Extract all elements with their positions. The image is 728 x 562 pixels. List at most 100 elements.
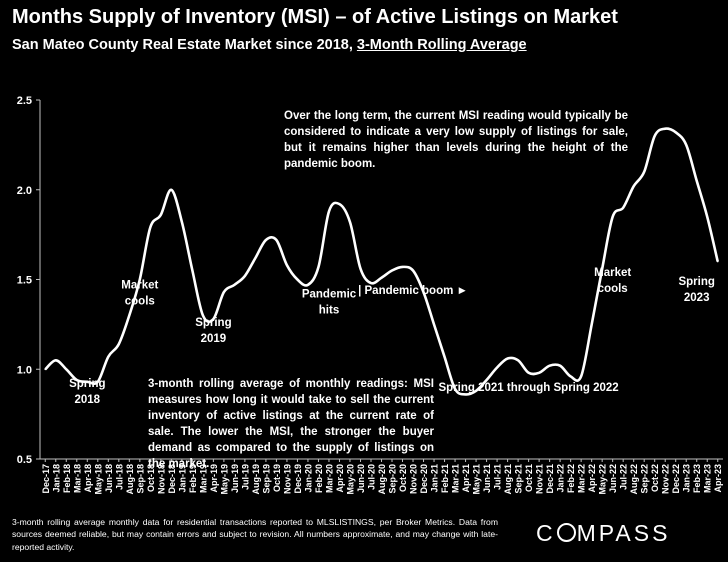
msi-data-point <box>338 203 341 206</box>
msi-data-point <box>569 375 572 378</box>
chart-title: Months Supply of Inventory (MSI) – of Ac… <box>12 6 618 28</box>
msi-data-point <box>464 393 467 396</box>
x-tick-label: Oct-20 <box>398 464 408 492</box>
x-tick-label: Aug-19 <box>251 464 261 495</box>
x-tick-label: Feb-22 <box>566 464 576 493</box>
msi-data-point <box>643 170 646 173</box>
msi-data-point <box>233 284 236 286</box>
x-tick-label: Aug-21 <box>503 464 513 495</box>
x-tick-label: Apr-19 <box>209 464 219 493</box>
x-tick-label: May-21 <box>472 464 482 495</box>
x-tick-label: Nov-22 <box>661 464 671 494</box>
x-tick-label: May-20 <box>346 464 356 495</box>
x-tick-label: Apr-23 <box>713 464 723 493</box>
msi-data-point <box>170 188 173 191</box>
msi-data-point <box>328 210 330 213</box>
x-tick-label: Jul-20 <box>367 464 377 490</box>
x-tick-label: Mar-21 <box>451 464 461 493</box>
x-tick-label: Jan-18 <box>51 464 61 493</box>
x-tick-label: Mar-19 <box>198 464 208 493</box>
msi-data-point <box>517 359 519 362</box>
annotation-label: 2019 <box>201 333 227 345</box>
x-tick-label: Oct-18 <box>146 464 156 492</box>
msi-data-point <box>128 314 131 317</box>
msi-data-point <box>422 291 425 293</box>
annotation-label: Spring 2021 through Spring 2022 <box>438 382 618 394</box>
chart-subtitle: San Mateo County Real Estate Market sinc… <box>12 37 527 53</box>
chart-series <box>44 127 719 396</box>
msi-data-point <box>75 379 78 381</box>
msi-data-point <box>212 318 215 320</box>
y-tick-label: 2.0 <box>17 185 32 197</box>
msi-data-point <box>685 144 688 146</box>
x-tick-label: Aug-18 <box>125 464 135 495</box>
x-tick-label: Sep-22 <box>640 464 650 494</box>
x-tick-label: Sep-19 <box>261 464 271 494</box>
msi-data-point <box>286 264 288 266</box>
x-tick-label: Nov-21 <box>535 464 545 494</box>
y-tick-label: 0.5 <box>17 454 32 466</box>
msi-data-point <box>580 375 582 378</box>
msi-data-point <box>149 226 152 229</box>
note-long-term: Over the long term, the current MSI read… <box>284 110 628 170</box>
msi-data-point <box>296 278 299 281</box>
x-tick-label: Aug-22 <box>629 464 639 495</box>
annotation-label: | Pandemic boom ► <box>358 285 468 297</box>
compass-logo: C MPASS <box>536 520 670 547</box>
x-tick-label: Nov-20 <box>409 464 419 494</box>
x-tick-label: Aug-20 <box>377 464 387 495</box>
x-tick-label: Dec-20 <box>419 464 429 494</box>
msi-data-point <box>590 323 593 326</box>
y-tick-label: 1.0 <box>17 364 32 376</box>
subtitle-rolling-average: 3-Month Rolling Average <box>356 37 527 53</box>
x-tick-label: Dec-22 <box>671 464 681 494</box>
x-tick-label: Feb-18 <box>62 464 72 493</box>
x-tick-label: Apr-20 <box>335 464 345 493</box>
msi-data-point <box>433 323 435 326</box>
x-tick-label: Oct-21 <box>524 464 534 492</box>
msi-data-point <box>632 185 635 188</box>
x-tick-label: Jun-18 <box>104 464 114 493</box>
msi-data-point <box>54 359 57 362</box>
msi-data-point <box>317 266 320 268</box>
msi-data-point <box>391 269 393 272</box>
msi-data-point <box>159 214 162 216</box>
msi-data-point <box>412 269 414 272</box>
x-tick-label: Apr-22 <box>587 464 597 493</box>
msi-data-point <box>191 269 194 272</box>
x-tick-label: Apr-21 <box>461 464 471 493</box>
msi-data-point <box>181 221 183 224</box>
annotation-label: Spring <box>195 317 231 329</box>
x-tick-label: Dec-18 <box>167 464 177 494</box>
x-tick-label: Sep-20 <box>388 464 398 494</box>
x-tick-label: Mar-18 <box>72 464 82 493</box>
msi-data-point <box>653 135 656 137</box>
msi-data-point <box>138 278 141 281</box>
msi-data-point <box>454 388 456 390</box>
annotation-label: 2018 <box>75 394 101 406</box>
annotation-label: Pandemic <box>302 289 357 301</box>
x-tick-label: Feb-23 <box>692 464 702 493</box>
msi-data-point <box>202 314 204 317</box>
x-tick-label: Jun-21 <box>482 464 492 493</box>
logo-text-left: C <box>536 520 556 546</box>
x-tick-label: Jul-22 <box>619 464 629 490</box>
x-tick-label: Nov-19 <box>282 464 292 494</box>
annotation-label: Market <box>594 267 631 279</box>
msi-data-point <box>86 380 89 383</box>
x-tick-label: Sep-21 <box>514 464 524 494</box>
msi-data-point <box>107 355 110 358</box>
msi-data-point <box>265 239 267 241</box>
x-tick-label: Feb-19 <box>188 464 198 493</box>
msi-data-point <box>359 267 362 270</box>
msi-data-point <box>695 179 698 182</box>
x-tick-label: Mar-22 <box>577 464 587 493</box>
annotation-label: cools <box>125 296 155 308</box>
msi-data-point <box>559 364 561 367</box>
x-tick-label: Feb-21 <box>440 464 450 493</box>
x-tick-label: Apr-18 <box>83 464 93 493</box>
annotation-label: hits <box>319 305 339 317</box>
logo-text-right: MPASS <box>576 520 671 546</box>
